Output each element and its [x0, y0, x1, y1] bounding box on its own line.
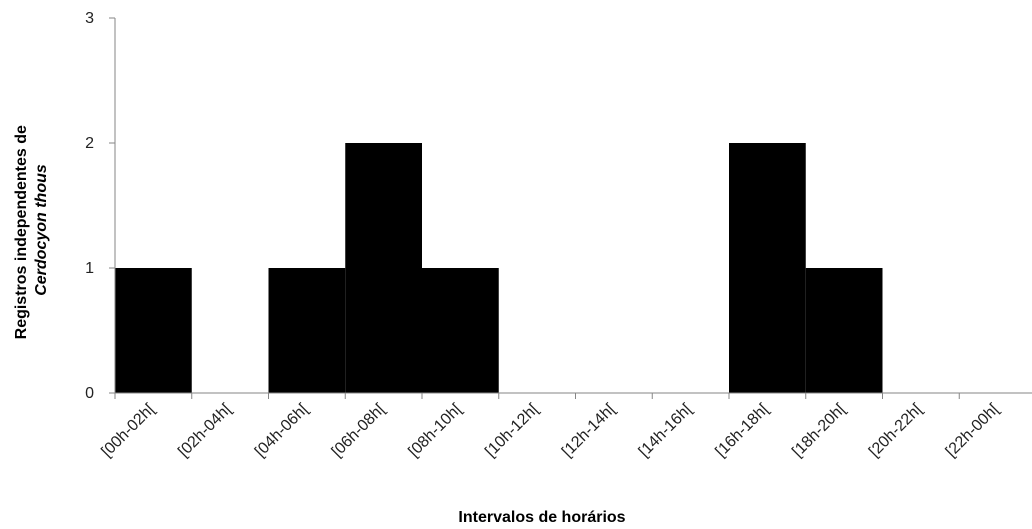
bar-9: [805, 268, 883, 393]
bar-3: [345, 143, 422, 393]
x-tick-label: [00h-02h[: [98, 400, 158, 460]
x-tick-label: [16h-18h[: [712, 400, 772, 460]
x-tick-label: [04h-06h[: [252, 400, 312, 460]
bar-2: [268, 268, 346, 393]
y-tick-label: 3: [85, 10, 94, 27]
x-tick-label: [18h-20h[: [789, 400, 849, 460]
x-tick-label: [22h-00h[: [943, 400, 1003, 460]
x-tick-label: [06h-08h[: [329, 400, 389, 460]
x-tick-label: [14h-16h[: [636, 400, 696, 460]
bars: [115, 143, 883, 393]
x-tick-label: [10h-12h[: [482, 400, 542, 460]
bar-0: [115, 268, 192, 393]
x-tick-label: [20h-22h[: [866, 400, 926, 460]
y-tick-label: 2: [85, 135, 94, 152]
y-axis-title-line2: Cerdocyon thous: [33, 164, 50, 296]
y-axis-title: Registros independentes de Cerdocyon tho…: [13, 121, 50, 340]
bar-4: [422, 268, 499, 393]
bar-8: [729, 143, 806, 393]
x-tick-label: [08h-10h[: [405, 400, 465, 460]
x-axis-title: Intervalos de horários: [458, 509, 625, 526]
x-ticks: [00h-02h[ [02h-04h[ [04h-06h[ [06h-08h[ [08h…: [98, 393, 1003, 461]
y-tick-label: 1: [85, 260, 94, 277]
y-tick-label: 0: [85, 385, 94, 402]
y-ticks: 0 1 2 3: [85, 10, 115, 402]
x-tick-label: [12h-14h[: [559, 400, 619, 460]
y-axis-title-line1: Registros independentes de: [13, 125, 30, 339]
x-tick-label: [02h-04h[: [175, 400, 235, 460]
